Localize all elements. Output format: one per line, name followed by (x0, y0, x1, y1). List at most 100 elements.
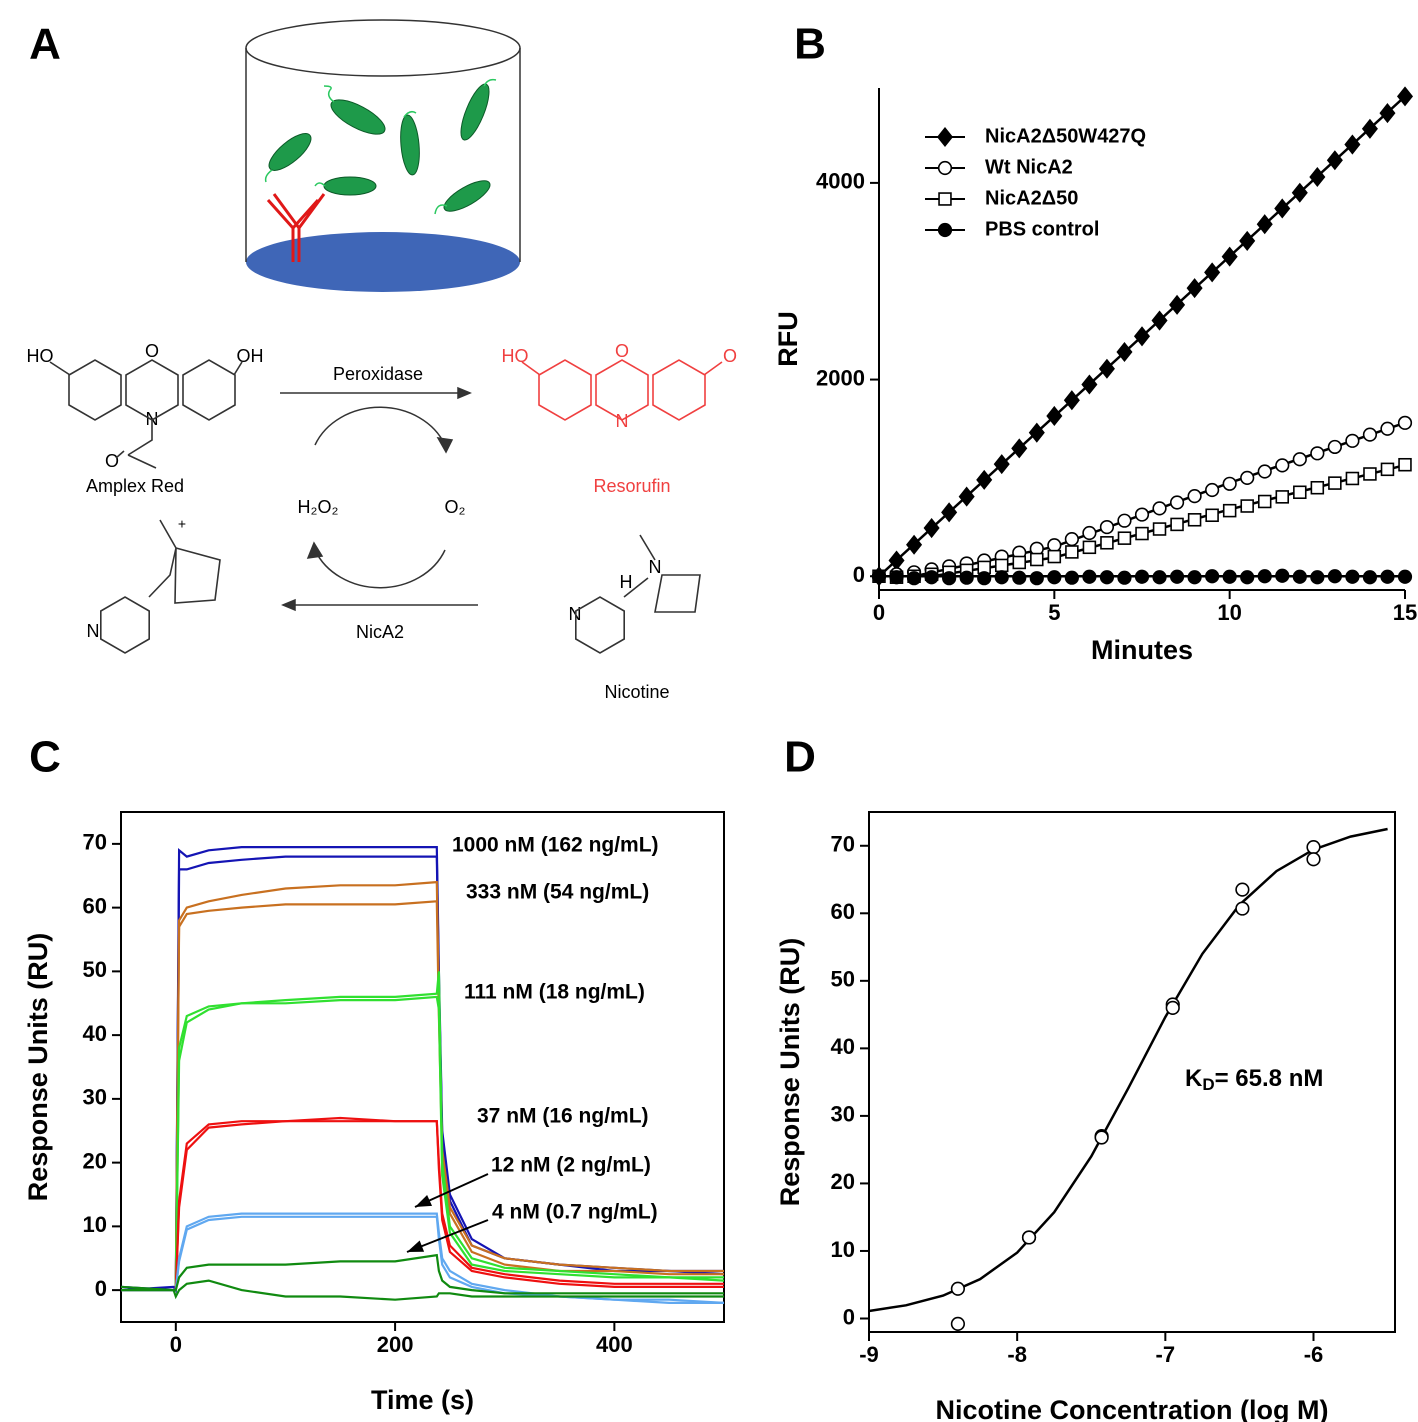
marker (1306, 840, 1321, 855)
marker (976, 469, 993, 490)
marker (1028, 422, 1045, 443)
marker (1275, 490, 1290, 504)
marker (1379, 103, 1396, 124)
marker (1257, 464, 1272, 479)
y-tick-label: 0 (853, 562, 865, 587)
marker (1169, 294, 1186, 315)
y-tick-label: 20 (831, 1169, 855, 1194)
marker (1327, 569, 1342, 584)
marker (1117, 570, 1132, 585)
trace (120, 1279, 724, 1301)
bond (49, 361, 243, 376)
well-bottom (246, 232, 520, 292)
y-tick-label: 4000 (816, 169, 865, 194)
marker (1151, 310, 1168, 331)
marker (1094, 1130, 1109, 1145)
ring (100, 596, 150, 654)
marker (1274, 198, 1291, 219)
marker (1204, 262, 1221, 283)
marker (1235, 901, 1250, 916)
y-tick-label: 0 (95, 1276, 107, 1301)
marker (1011, 438, 1028, 459)
marker (1309, 166, 1326, 188)
marker (1021, 1230, 1037, 1245)
marker (1046, 405, 1063, 426)
marker (950, 1316, 966, 1331)
marker (1081, 374, 1098, 395)
marker (937, 160, 953, 176)
panel-label: C (29, 733, 61, 782)
arrow-head (457, 386, 472, 400)
marker (1187, 570, 1202, 585)
tail (434, 204, 448, 215)
y-tick-label: 30 (831, 1102, 855, 1127)
y-tick-label: 70 (831, 832, 855, 857)
atom: HO (27, 346, 54, 366)
marker (1240, 470, 1255, 485)
marker (1380, 569, 1395, 584)
x-axis-title: Minutes (1091, 635, 1193, 665)
enzyme (268, 133, 312, 171)
marker (1099, 570, 1115, 585)
trace (121, 971, 724, 1292)
annotation: KD= 65.8 nM (1185, 1065, 1323, 1094)
tails (264, 78, 497, 215)
plot-frame (120, 811, 725, 1323)
enzyme-label: NicA2 (356, 622, 404, 642)
legend-label: PBS control (985, 218, 1099, 240)
trace-label: 1000 nM (162 ng/mL) (452, 834, 659, 857)
trace (121, 1253, 724, 1295)
y-tick-label: 60 (831, 899, 855, 924)
reaction-scheme: HO O OH N O Amplex Red HO O O N Resorufi… (27, 341, 738, 702)
x-axis-title: Nicotine Concentration (log M) (936, 1395, 1329, 1422)
marker (1345, 433, 1360, 448)
marker (1362, 570, 1378, 585)
marker (1047, 570, 1062, 585)
trace (121, 900, 724, 1292)
enzyme (330, 99, 386, 135)
trace-label: 111 nM (18 ng/mL) (464, 981, 645, 1004)
marker (1275, 568, 1290, 583)
x-tick-label: 10 (1217, 600, 1241, 625)
marker (1326, 150, 1343, 171)
atom: HO (502, 346, 529, 366)
y-tick-label: 40 (831, 1034, 855, 1059)
tail (403, 110, 417, 118)
y-tick-label: 20 (83, 1148, 107, 1173)
atom-charge: + (178, 516, 186, 532)
marker (1134, 569, 1150, 584)
marker (1064, 570, 1079, 585)
legend-label: NicA2Δ50 (985, 187, 1078, 209)
marker (994, 570, 1009, 585)
marker (1222, 569, 1237, 584)
marker (1221, 246, 1238, 267)
marker (1240, 570, 1255, 585)
legend-label: NicA2Δ50W427Q (985, 125, 1146, 147)
marker (1170, 517, 1184, 532)
marker (1310, 446, 1325, 461)
x-tick-label: -8 (1007, 1342, 1027, 1367)
x-tick-label: 400 (596, 1332, 633, 1357)
marker (942, 571, 957, 586)
reagent-label: Resorufin (593, 476, 670, 496)
cycle-arrow (314, 549, 446, 589)
marker (1344, 134, 1361, 155)
marker (938, 192, 952, 206)
marker (1310, 480, 1325, 495)
tail (314, 182, 326, 187)
x-tick-label: 5 (1048, 600, 1060, 625)
marker (1205, 482, 1220, 498)
y-tick-label: 50 (83, 957, 107, 982)
marker (1030, 552, 1044, 567)
y-tick-label: 10 (83, 1212, 107, 1237)
arrow-head (415, 1194, 433, 1207)
marker (1275, 458, 1290, 473)
marker (1362, 427, 1378, 442)
marker (994, 558, 1009, 573)
y-tick-label: 2000 (816, 365, 865, 390)
marker (1306, 852, 1321, 867)
panel-label: A (29, 20, 61, 69)
y-tick-label: 50 (831, 967, 855, 992)
ring (652, 359, 706, 421)
